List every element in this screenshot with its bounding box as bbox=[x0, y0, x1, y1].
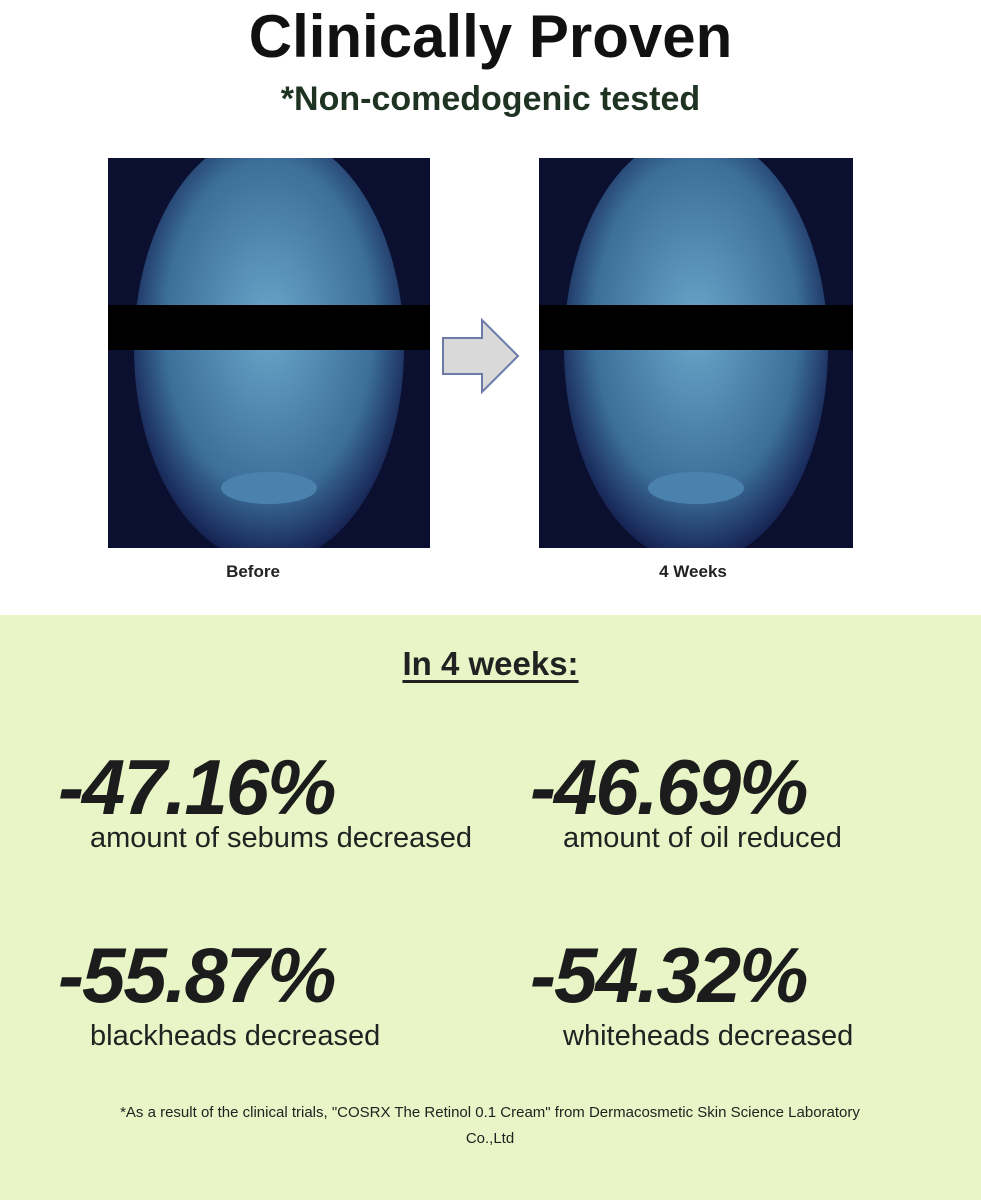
stat-label: amount of sebums decreased bbox=[90, 822, 473, 854]
results-panel bbox=[0, 615, 981, 1200]
results-heading: In 4 weeks: bbox=[0, 645, 981, 683]
stat-value: -47.16% bbox=[58, 743, 337, 831]
before-photo bbox=[108, 158, 430, 548]
stat-value: -46.69% bbox=[530, 743, 809, 831]
photo-label: 4 Weeks bbox=[659, 562, 727, 581]
face-image bbox=[108, 158, 430, 548]
stat-label: whiteheads decreased bbox=[563, 1020, 854, 1052]
stat-value: -55.87% bbox=[58, 931, 337, 1019]
title: Clinically Proven bbox=[248, 3, 733, 70]
after-photo bbox=[539, 158, 853, 548]
footnote: *As a result of the clinical trials, "CO… bbox=[120, 1104, 860, 1147]
subtitle: *Non-comedogenic tested bbox=[280, 80, 701, 118]
heading-text: In 4 weeks: bbox=[402, 645, 579, 682]
stat-label: amount of oil reduced bbox=[563, 822, 842, 854]
arrow bbox=[442, 317, 520, 395]
face-image bbox=[539, 158, 853, 548]
stat-label: blackheads decreased bbox=[90, 1020, 381, 1052]
stat-value: -54.32% bbox=[530, 931, 809, 1019]
photo-label: Before bbox=[226, 562, 280, 581]
